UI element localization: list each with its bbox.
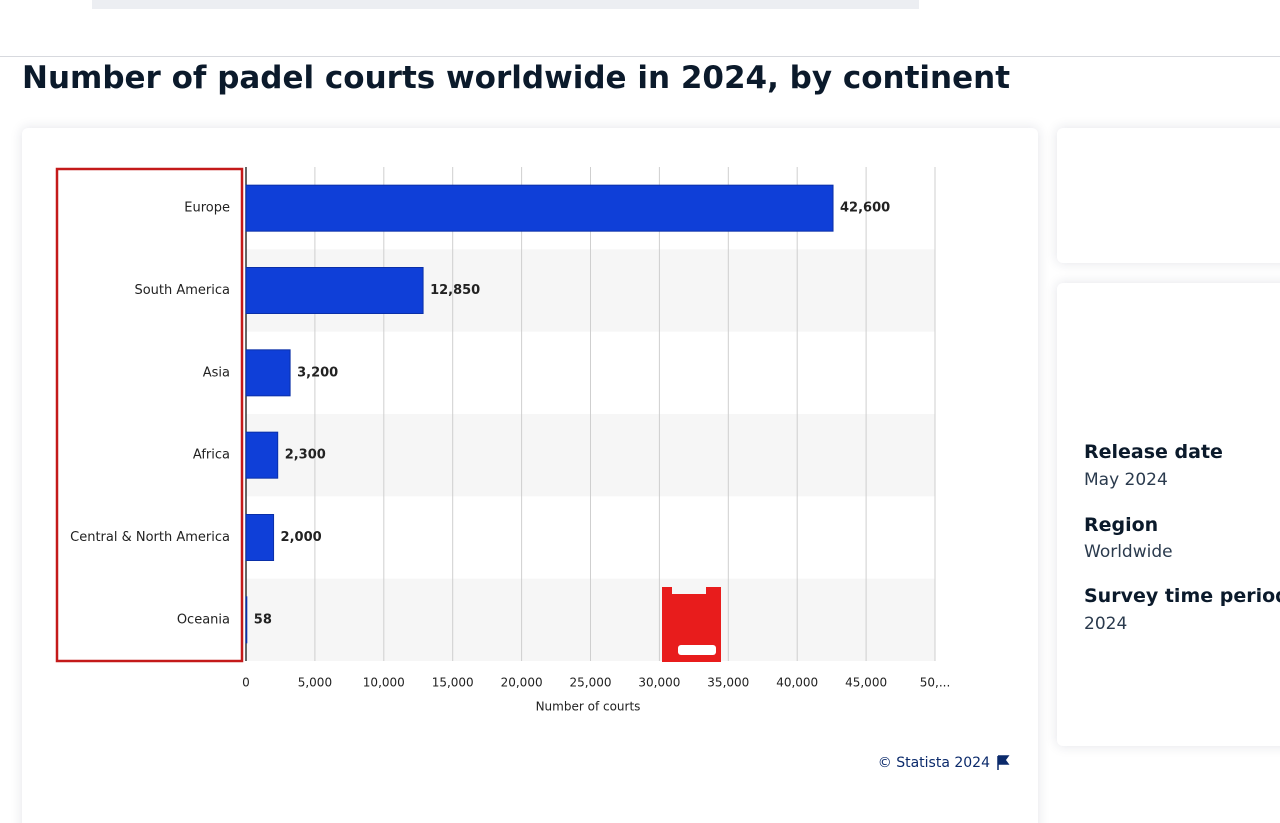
bar (245, 514, 275, 561)
x-tick-label: 35,000 (707, 676, 749, 690)
y-tick-label: Central & North America (70, 530, 230, 545)
credit: © Statista 2024 (878, 755, 990, 771)
meta-heading: Region (1084, 514, 1159, 536)
chart: Number of courts © Statista 2024 0 5,000 1… (55, 167, 1010, 771)
x-axis-label: Number of courts (536, 700, 641, 714)
bar (245, 184, 834, 232)
value-label: 58 (254, 612, 272, 627)
meta-heading: Release date (1084, 441, 1223, 463)
meta-value: Worldwide (1084, 542, 1173, 562)
overlay-artifact (662, 587, 721, 662)
value-label: 3,200 (297, 365, 338, 380)
x-tick-label: 5,000 (298, 676, 332, 690)
meta-value: 2024 (1084, 614, 1128, 634)
x-tick-label: 50,... (920, 676, 951, 690)
y-tick-label: Europe (184, 201, 230, 216)
y-tick-label: South America (134, 283, 230, 298)
x-tick-label: 40,000 (776, 676, 818, 690)
x-tick-label: 25,000 (570, 676, 612, 690)
x-tick-label: 45,000 (845, 676, 887, 690)
bar (245, 431, 279, 479)
value-label: 12,850 (430, 283, 480, 298)
x-tick-label: 15,000 (432, 676, 474, 690)
top-bar (92, 0, 919, 9)
y-tick-label: Oceania (177, 612, 230, 627)
x-tick-label: 0 (242, 676, 250, 690)
x-tick-label: 30,000 (638, 676, 680, 690)
flag-icon (997, 755, 1010, 770)
side-card (1057, 283, 1280, 746)
page-title: Number of padel courts worldwide in 2024… (22, 60, 1011, 96)
bar (245, 349, 291, 397)
value-label: 2,000 (281, 530, 322, 545)
value-label: 42,600 (840, 201, 890, 216)
overlay-artifact-inner (678, 645, 716, 655)
side-card (1057, 128, 1280, 263)
separator (0, 56, 1280, 57)
meta-heading: Survey time period (1084, 585, 1280, 607)
value-label: 2,300 (285, 448, 326, 463)
x-tick-label: 10,000 (363, 676, 405, 690)
x-tick-label: 20,000 (501, 676, 543, 690)
bar (245, 596, 248, 644)
meta-value: May 2024 (1084, 470, 1168, 490)
y-tick-label: Africa (193, 448, 230, 463)
highlight-box (55, 167, 244, 663)
y-tick-label: Asia (203, 365, 230, 380)
bar (245, 267, 424, 314)
